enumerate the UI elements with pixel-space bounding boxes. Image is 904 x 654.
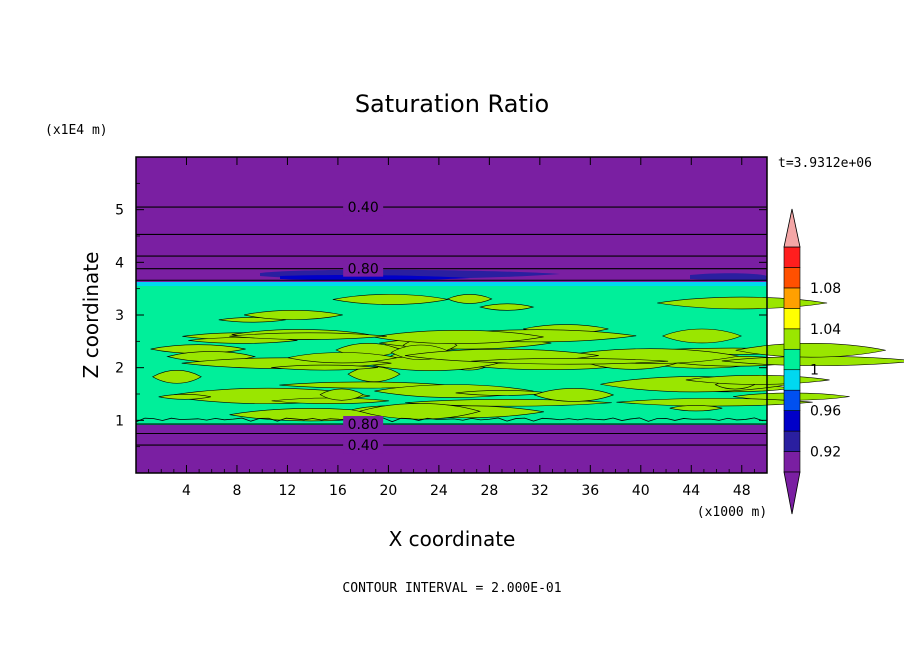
x-tick-label: 12 bbox=[279, 483, 297, 499]
colorbar-segment bbox=[783, 308, 801, 330]
moisture-streaks bbox=[135, 294, 904, 423]
y-axis-ticks: 1 2 3 4 5 bbox=[115, 182, 767, 448]
contour-label: 0.80 bbox=[348, 417, 379, 433]
colorbar-segment bbox=[783, 348, 801, 371]
x-tick-label: 16 bbox=[329, 483, 347, 499]
contour-label: 0.80 bbox=[348, 262, 379, 278]
colorbar-over-arrow bbox=[783, 208, 801, 248]
moisture-streak bbox=[471, 357, 669, 365]
colorbar-segment bbox=[783, 451, 801, 473]
x-units-label: (x1000 m) bbox=[697, 505, 767, 520]
moisture-streak bbox=[243, 309, 343, 320]
contour-label: 0.40 bbox=[348, 438, 379, 454]
moist-layer-field bbox=[135, 269, 904, 425]
moisture-streak bbox=[669, 405, 723, 412]
colorbar: 1.08 1.04 1 0.96 0.92 bbox=[783, 208, 841, 515]
moisture-streak bbox=[287, 352, 397, 364]
colorbar-segment bbox=[783, 246, 801, 268]
y-units-label: (x1E4 m) bbox=[45, 123, 108, 138]
colorbar-segment bbox=[783, 410, 801, 432]
x-tick-label: 32 bbox=[531, 483, 549, 499]
contour-label-bg bbox=[343, 260, 384, 277]
y-tick-label: 5 bbox=[115, 203, 124, 219]
contour-labels: 0.40 0.80 0.80 0.40 bbox=[343, 199, 384, 454]
contour-label-bg bbox=[343, 416, 384, 433]
x-axis-ticks: 4 8 12 16 20 24 28 32 36 40 44 48 bbox=[148, 157, 755, 499]
x-tick-label: 4 bbox=[182, 483, 191, 499]
dark-blue-patch-right bbox=[690, 273, 767, 281]
x-tick-label: 36 bbox=[581, 483, 599, 499]
colorbar-label: 1 bbox=[810, 363, 819, 379]
contour-label-bg bbox=[343, 199, 384, 216]
y-tick-label: 3 bbox=[115, 308, 124, 324]
colorbar-under-arrow bbox=[783, 471, 801, 515]
moisture-streak bbox=[152, 370, 202, 384]
moisture-streak bbox=[661, 328, 743, 344]
moisture-streak bbox=[446, 294, 493, 304]
contour-label: 0.40 bbox=[348, 200, 379, 216]
x-tick-label: 8 bbox=[232, 483, 241, 499]
colorbar-segment bbox=[783, 369, 801, 391]
x-tick-label: 44 bbox=[682, 483, 700, 499]
chart-title: Saturation Ratio bbox=[355, 90, 549, 118]
y-axis-label: Z coordinate bbox=[79, 252, 103, 379]
moist-layer-top-cyan bbox=[136, 282, 767, 288]
moisture-streak bbox=[358, 403, 481, 420]
moisture-streak bbox=[479, 303, 535, 311]
moisture-streak bbox=[319, 388, 364, 401]
colorbar-label: 0.96 bbox=[810, 404, 841, 420]
moisture-streak bbox=[373, 329, 544, 344]
colorbar-segment bbox=[783, 267, 801, 289]
moisture-streak bbox=[271, 397, 390, 405]
colorbar-label: 1.08 bbox=[810, 281, 841, 297]
moisture-streak bbox=[616, 398, 813, 407]
x-tick-label: 48 bbox=[733, 483, 751, 499]
y-tick-label: 1 bbox=[115, 413, 124, 429]
moisture-streak bbox=[735, 343, 886, 358]
colorbar-segment bbox=[783, 389, 801, 411]
moisture-streak bbox=[229, 332, 387, 340]
x-tick-label: 40 bbox=[632, 483, 650, 499]
moisture-streak bbox=[158, 394, 212, 400]
y-tick-label: 4 bbox=[115, 255, 124, 271]
colorbar-label: 0.92 bbox=[810, 445, 841, 461]
contour-interval-footer: CONTOUR INTERVAL = 2.000E-01 bbox=[342, 581, 561, 596]
moist-layer-bottom-edge bbox=[135, 417, 764, 423]
plot-area: 0.400.800.800.40 4 8 12 16 20 24 28 32 36 40 44 48 … bbox=[115, 156, 904, 499]
blue-patch bbox=[280, 274, 470, 281]
x-tick-label: 28 bbox=[480, 483, 498, 499]
moisture-streak bbox=[271, 364, 379, 371]
time-label: t=3.9312e+06 bbox=[778, 156, 872, 171]
colorbar-label: 1.04 bbox=[810, 322, 841, 338]
contour-label-bg bbox=[343, 437, 384, 454]
x-tick-label: 20 bbox=[379, 483, 397, 499]
moisture-streak bbox=[533, 388, 615, 402]
colorbar-segment bbox=[783, 430, 801, 452]
colorbar-segment bbox=[783, 328, 801, 350]
x-tick-label: 24 bbox=[430, 483, 448, 499]
colorbar-segment bbox=[783, 287, 801, 309]
contour-lines bbox=[136, 206, 767, 446]
moisture-streak bbox=[150, 344, 246, 354]
y-tick-label: 2 bbox=[115, 361, 124, 377]
x-axis-label: X coordinate bbox=[389, 527, 516, 551]
